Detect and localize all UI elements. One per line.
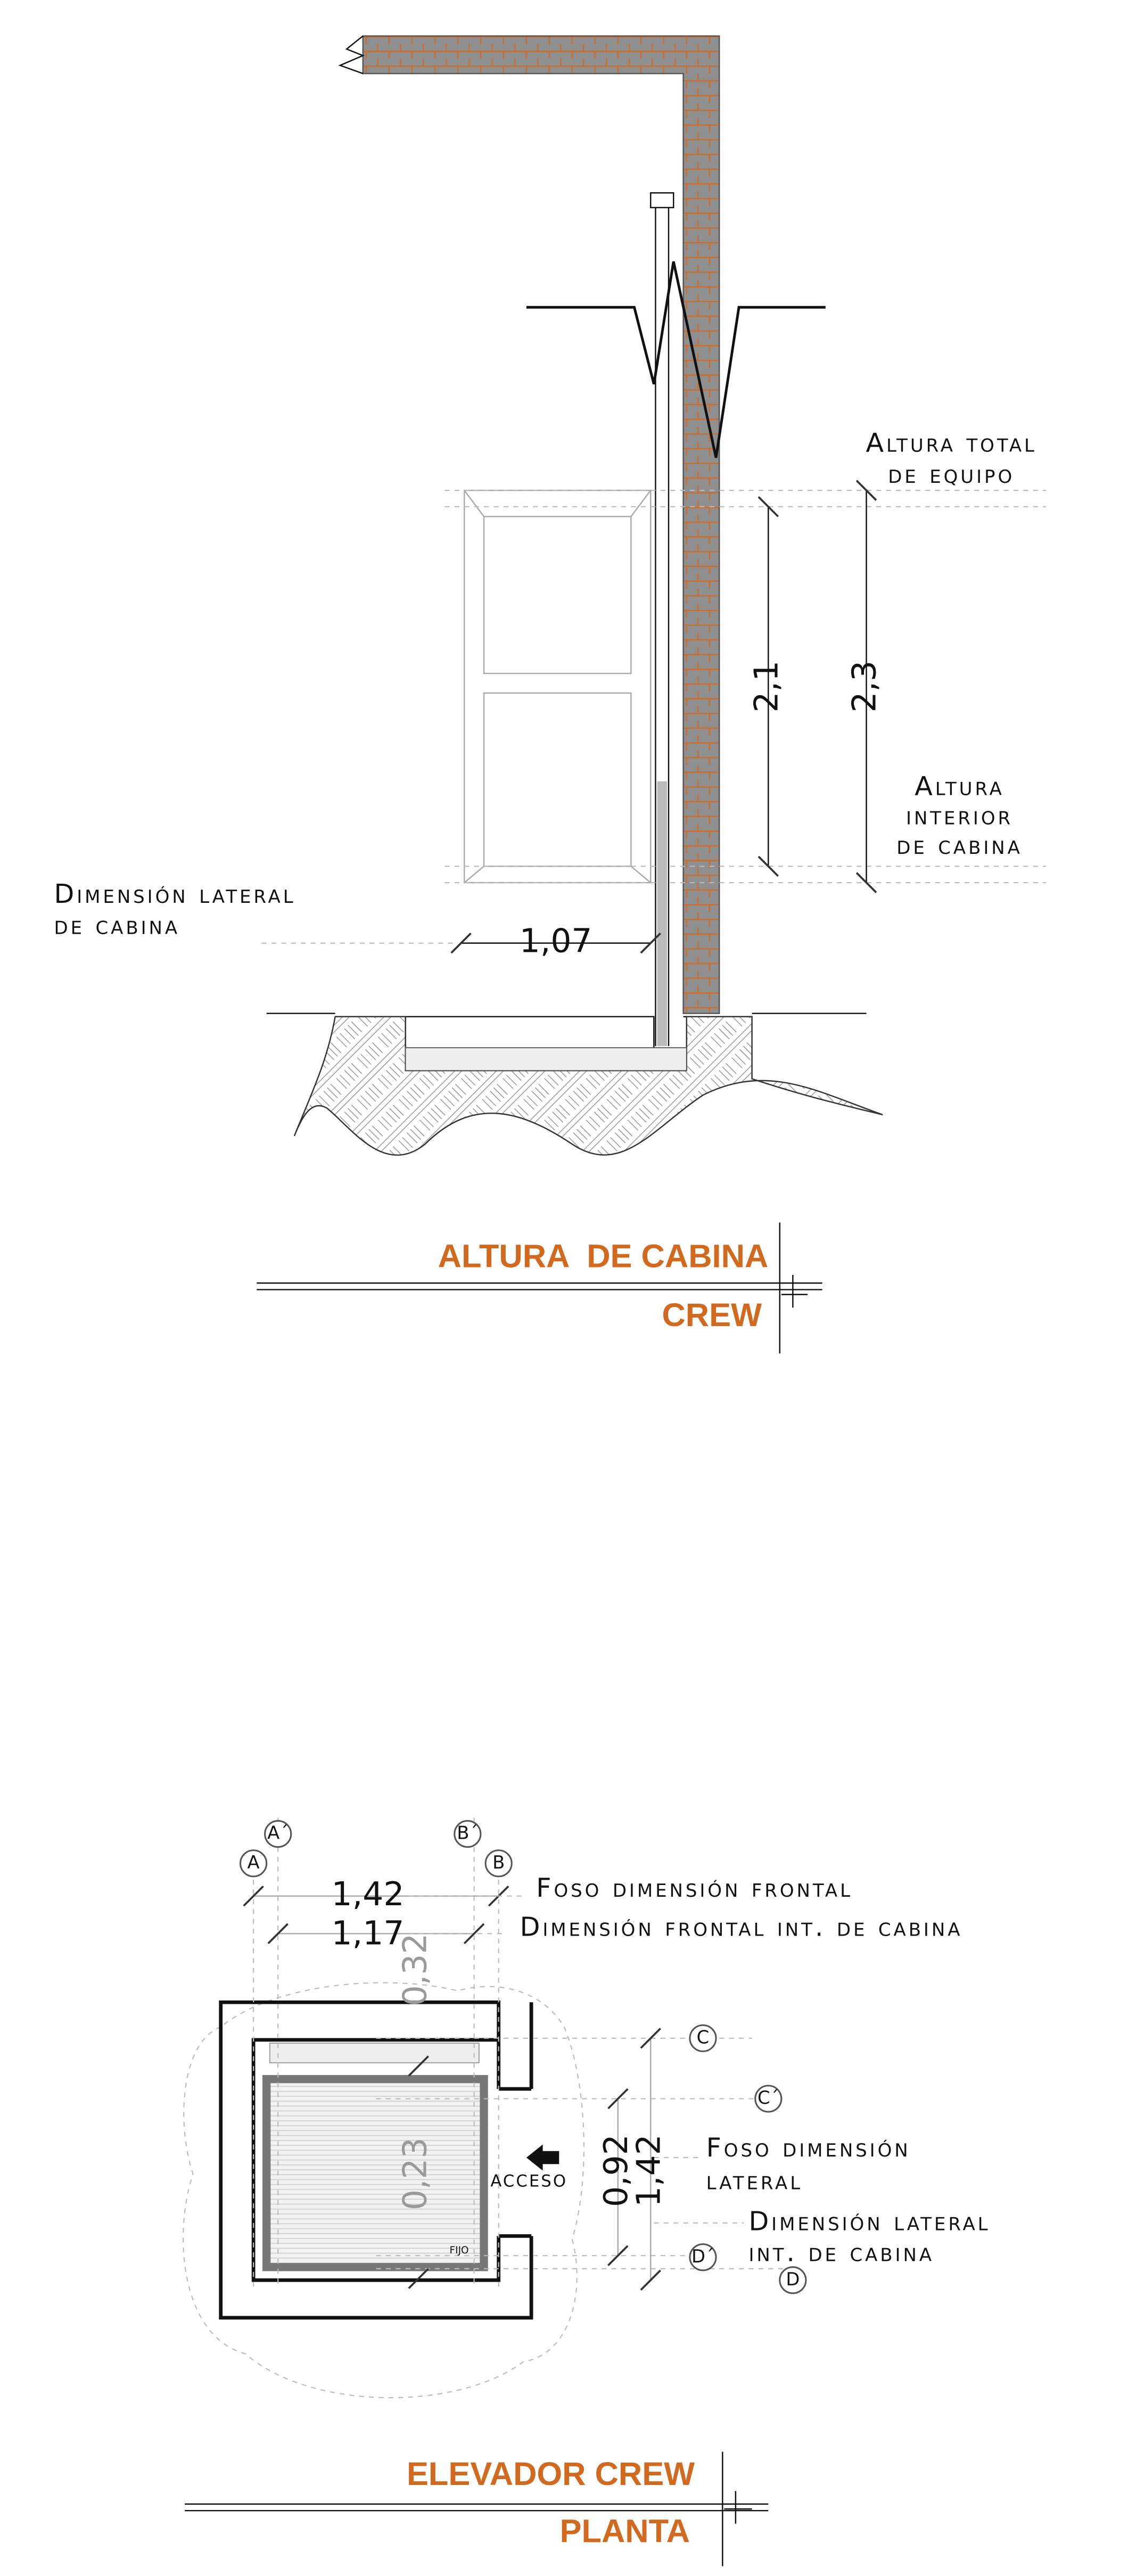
annotation: Altura bbox=[915, 770, 1005, 801]
door bbox=[484, 693, 631, 866]
rail-cap bbox=[651, 193, 673, 208]
axis-label: B´ bbox=[457, 1823, 478, 1843]
axis-label: A´ bbox=[267, 1823, 289, 1843]
ground bbox=[294, 1017, 883, 1155]
access-arrow bbox=[526, 2144, 559, 2170]
annotation: de equipo bbox=[888, 458, 1015, 489]
annotation: Foso dimensión frontal bbox=[536, 1872, 853, 1903]
plan: A´ B´ A B C C´ D´ D 1,42 1,17 0,32 0,23 … bbox=[183, 1817, 990, 2566]
annotation: de cabina bbox=[54, 909, 180, 940]
axis-label: A bbox=[248, 1852, 260, 1873]
break-line bbox=[526, 261, 826, 457]
elevation: Altura total de equipo Altura interior d… bbox=[54, 36, 1047, 1354]
body: Altura total de equipo Altura interior d… bbox=[0, 0, 1128, 2576]
title: ALTURA DE CABINA bbox=[438, 1238, 769, 1274]
annotation: lateral bbox=[706, 2165, 803, 2196]
dimension: 2,1 bbox=[747, 661, 785, 713]
door bbox=[464, 490, 651, 883]
dimension: 0,23 bbox=[396, 2137, 434, 2210]
subtitle: CREW bbox=[662, 1297, 762, 1334]
annotation: Dimensión frontal int. de cabina bbox=[520, 1912, 963, 1943]
dimension: 1,17 bbox=[332, 1914, 405, 1952]
annotation: Dimensión lateral bbox=[54, 878, 296, 909]
axis-label: D bbox=[786, 2269, 800, 2290]
annotation: de cabina bbox=[896, 829, 1023, 860]
axis-label: C bbox=[697, 2027, 710, 2047]
annotation: Foso dimensión bbox=[706, 2132, 911, 2163]
dimension: 1,42 bbox=[332, 1875, 405, 1913]
fixed-label: FIJO bbox=[450, 2245, 469, 2256]
dimension: 0,92 bbox=[597, 2134, 635, 2207]
door bbox=[484, 516, 631, 673]
axis-label: B bbox=[492, 1852, 505, 1873]
annotation: int. de cabina bbox=[748, 2237, 934, 2268]
cabin bbox=[267, 2079, 484, 2267]
dimension: 2,3 bbox=[846, 661, 884, 713]
rail-base bbox=[657, 781, 667, 1046]
page: Elevador Crew {"elevation":{"title":"ALT… bbox=[0, 0, 1128, 2576]
title: ELEVADOR CREW bbox=[407, 2456, 695, 2492]
door bbox=[464, 490, 651, 883]
shaft-walls bbox=[499, 2089, 531, 2236]
dimension: 1,42 bbox=[630, 2134, 668, 2207]
dimension: 1,07 bbox=[520, 923, 592, 960]
subtitle: PLANTA bbox=[560, 2513, 690, 2549]
axis-label: C´ bbox=[758, 2087, 779, 2108]
annotation: interior bbox=[906, 800, 1013, 831]
dimension: 0,32 bbox=[396, 1933, 434, 2006]
drawing: Altura total de equipo Altura interior d… bbox=[0, 0, 1128, 2576]
annotation: Dimensión lateral bbox=[748, 2205, 990, 2236]
access-label: ACCESO bbox=[490, 2172, 567, 2191]
axis-label: D´ bbox=[691, 2246, 714, 2267]
annotation: Altura total bbox=[866, 427, 1036, 458]
door bbox=[464, 490, 651, 883]
pit-slab bbox=[406, 1048, 687, 1071]
break-mark bbox=[340, 36, 363, 74]
door-track bbox=[270, 2043, 479, 2063]
